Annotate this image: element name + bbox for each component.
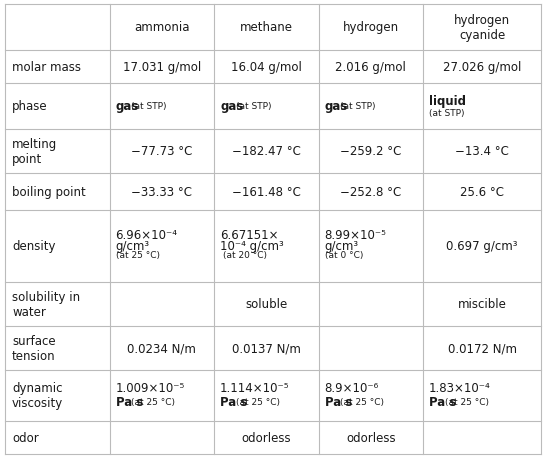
Text: hydrogen
cyanide: hydrogen cyanide (454, 14, 510, 42)
Text: (at 0 °C): (at 0 °C) (324, 251, 363, 260)
Text: Pa s: Pa s (429, 395, 456, 408)
Text: Pa s: Pa s (324, 395, 352, 408)
Text: (at 25 °C): (at 25 °C) (444, 397, 489, 406)
Text: (at 25 °C): (at 25 °C) (131, 397, 175, 406)
Text: −259.2 °C: −259.2 °C (340, 145, 401, 158)
Text: 10⁻⁴ g/cm³: 10⁻⁴ g/cm³ (220, 239, 284, 252)
Text: (at 25 °C): (at 25 °C) (235, 397, 280, 406)
Text: phase: phase (12, 100, 48, 113)
Text: −252.8 °C: −252.8 °C (340, 185, 401, 198)
Text: −77.73 °C: −77.73 °C (131, 145, 193, 158)
Text: Pa s: Pa s (220, 395, 247, 408)
Text: (at 25 °C): (at 25 °C) (340, 397, 384, 406)
Text: surface
tension: surface tension (12, 334, 56, 362)
Text: dynamic
viscosity: dynamic viscosity (12, 381, 63, 409)
Text: 1.114×10⁻⁵: 1.114×10⁻⁵ (220, 381, 289, 394)
Text: (at 20 °C): (at 20 °C) (223, 251, 267, 260)
Text: 17.031 g/mol: 17.031 g/mol (123, 61, 201, 74)
Text: 0.0137 N/m: 0.0137 N/m (232, 341, 301, 354)
Text: odorless: odorless (241, 431, 291, 444)
Text: 1.009×10⁻⁵: 1.009×10⁻⁵ (116, 381, 185, 394)
Text: 25.6 °C: 25.6 °C (460, 185, 504, 198)
Text: Pa s: Pa s (116, 395, 143, 408)
Text: gas: gas (116, 100, 139, 113)
Text: liquid: liquid (429, 95, 466, 108)
Text: 6.96×10⁻⁴: 6.96×10⁻⁴ (116, 228, 177, 241)
Text: (at 25 °C): (at 25 °C) (116, 251, 159, 260)
Text: 0.0172 N/m: 0.0172 N/m (448, 341, 517, 354)
Text: 27.026 g/mol: 27.026 g/mol (443, 61, 521, 74)
Text: (at STP): (at STP) (235, 102, 271, 111)
Text: molar mass: molar mass (12, 61, 81, 74)
Text: 6.67151×: 6.67151× (220, 228, 278, 241)
Text: 0.0234 N/m: 0.0234 N/m (127, 341, 196, 354)
Text: 8.9×10⁻⁶: 8.9×10⁻⁶ (324, 381, 379, 394)
Text: (at STP): (at STP) (131, 102, 167, 111)
Text: ammonia: ammonia (134, 21, 189, 34)
Text: methane: methane (240, 21, 293, 34)
Text: gas: gas (220, 100, 244, 113)
Text: odorless: odorless (346, 431, 396, 444)
Text: gas: gas (324, 100, 348, 113)
Text: melting
point: melting point (12, 138, 57, 165)
Text: g/cm³: g/cm³ (324, 239, 359, 252)
Text: −33.33 °C: −33.33 °C (131, 185, 192, 198)
Text: (at STP): (at STP) (429, 109, 465, 118)
Text: solubility in
water: solubility in water (12, 290, 80, 318)
Text: g/cm³: g/cm³ (116, 239, 150, 252)
Text: 1.83×10⁻⁴: 1.83×10⁻⁴ (429, 381, 491, 394)
Text: soluble: soluble (245, 297, 287, 311)
Text: boiling point: boiling point (12, 185, 86, 198)
Text: −161.48 °C: −161.48 °C (232, 185, 301, 198)
Text: (at STP): (at STP) (340, 102, 376, 111)
Text: density: density (12, 240, 56, 252)
Text: −182.47 °C: −182.47 °C (232, 145, 301, 158)
Text: hydrogen: hydrogen (343, 21, 399, 34)
Text: 16.04 g/mol: 16.04 g/mol (231, 61, 302, 74)
Text: 8.99×10⁻⁵: 8.99×10⁻⁵ (324, 228, 387, 241)
Text: 0.697 g/cm³: 0.697 g/cm³ (446, 240, 518, 252)
Text: miscible: miscible (458, 297, 507, 311)
Text: odor: odor (12, 431, 39, 444)
Text: −13.4 °C: −13.4 °C (455, 145, 509, 158)
Text: 2.016 g/mol: 2.016 g/mol (335, 61, 406, 74)
